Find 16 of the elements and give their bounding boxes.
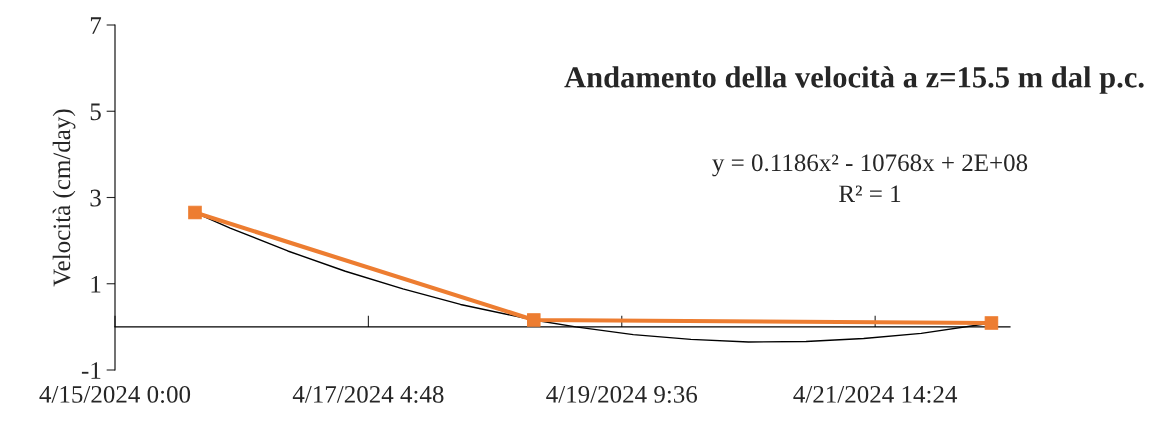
x-tick-label: 4/15/2024 0:00	[39, 385, 191, 403]
point	[984, 316, 999, 330]
y-axis-title: Velocità (cm/day)	[52, 109, 76, 287]
x-tick-label: 4/21/2024 14:24	[793, 385, 958, 403]
y-tick-label: 7	[90, 17, 102, 34]
y-tick-label: 5	[90, 103, 101, 121]
point	[527, 313, 541, 327]
annotation: R² = 1	[839, 185, 901, 203]
y-tick-label: 1	[91, 275, 101, 293]
annotation: y = 0.1186x² - 10768x + 2E+08	[712, 154, 1028, 177]
text: Andamento della velocità a z=15.5 m dal p.c.	[564, 66, 1144, 94]
point	[188, 205, 202, 220]
x-tick-label: 4/17/2024 4:48	[292, 385, 444, 403]
y-tick-label: -1	[81, 362, 101, 379]
x-tick-label: 4/19/2024 9:36	[546, 385, 698, 403]
y-tick-label: 3	[90, 189, 101, 207]
